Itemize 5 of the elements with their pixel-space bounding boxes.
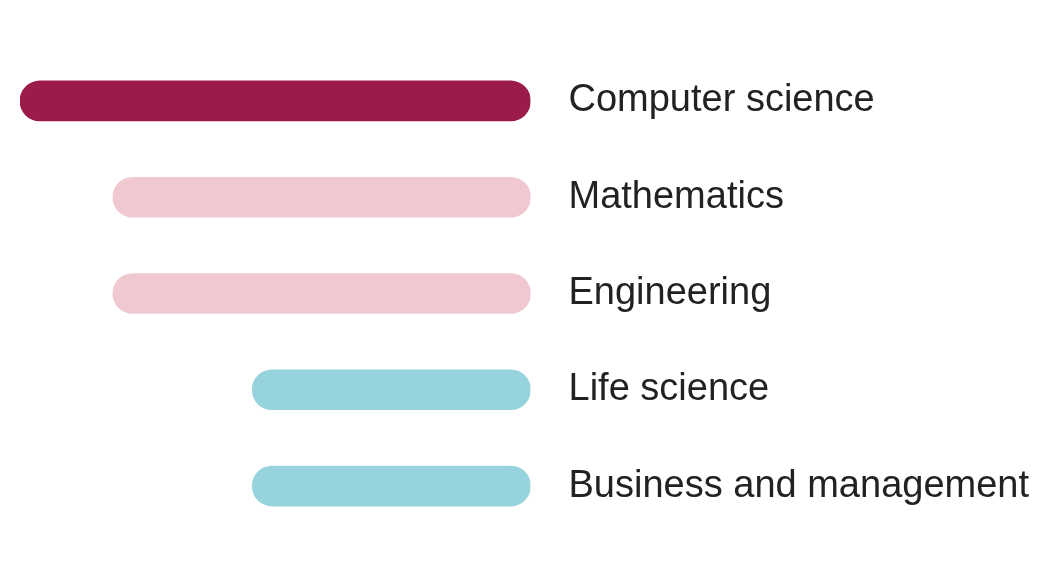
y-tick-label: Life science [568,366,770,409]
y-tick-label: Business and management [568,462,1030,505]
y-tick-label: Mathematics [568,173,784,216]
y-tick-label: Engineering [568,269,772,312]
y-tick-label: Computer science [568,77,875,120]
